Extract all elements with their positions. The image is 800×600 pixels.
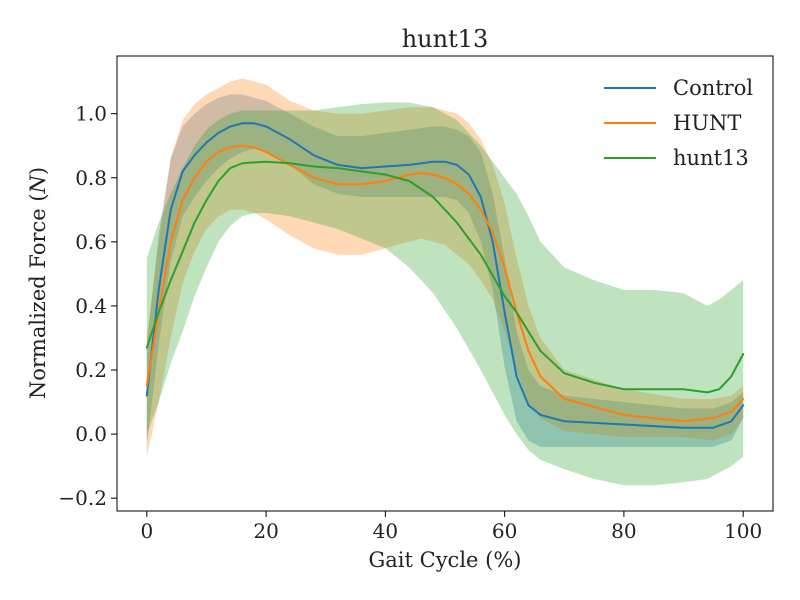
y-axis-label-prefix: Normalized Force ( (26, 193, 50, 399)
line-control (145, 122, 745, 429)
plot-frame (116, 55, 774, 512)
y-tick-label: −0.2 (58, 486, 107, 510)
y-tick-label: 0.2 (75, 358, 107, 382)
legend-label-hunt: HUNT (673, 111, 741, 135)
series-lines (145, 122, 745, 429)
band-hunt (146, 78, 744, 457)
x-axis-ticks: 0 20 40 60 80 100 (140, 511, 762, 543)
y-tick-label: 0.4 (75, 294, 107, 318)
x-tick-label: 100 (724, 519, 762, 543)
x-tick-label: 20 (253, 519, 278, 543)
x-tick-label: 80 (611, 519, 636, 543)
x-tick-label: 40 (373, 519, 398, 543)
x-axis-label: Gait Cycle (%) (369, 548, 522, 572)
legend-label-hunt13: hunt13 (673, 146, 749, 170)
y-tick-label: 0.0 (75, 422, 107, 446)
y-tick-label: 0.8 (75, 166, 107, 190)
y-axis-ticks: −0.2 0.0 0.2 0.4 0.6 0.8 1.0 (58, 102, 117, 510)
chart-title: hunt13 (402, 25, 489, 53)
x-tick-label: 60 (492, 519, 517, 543)
line-hunt (145, 144, 745, 423)
y-tick-label: 0.6 (75, 230, 107, 254)
y-tick-label: 1.0 (75, 102, 107, 126)
legend-label-control: Control (673, 76, 753, 100)
y-axis-label-suffix: ) (26, 167, 50, 175)
band-hunt13 (146, 102, 744, 486)
series-bands (146, 78, 744, 486)
band-control (146, 94, 744, 447)
y-axis-label: Normalized Force (N) (26, 167, 50, 399)
line-hunt13 (145, 160, 745, 394)
y-axis-label-unit: N (26, 174, 50, 194)
legend: Control HUNT hunt13 (604, 76, 753, 170)
x-tick-label: 0 (140, 519, 153, 543)
